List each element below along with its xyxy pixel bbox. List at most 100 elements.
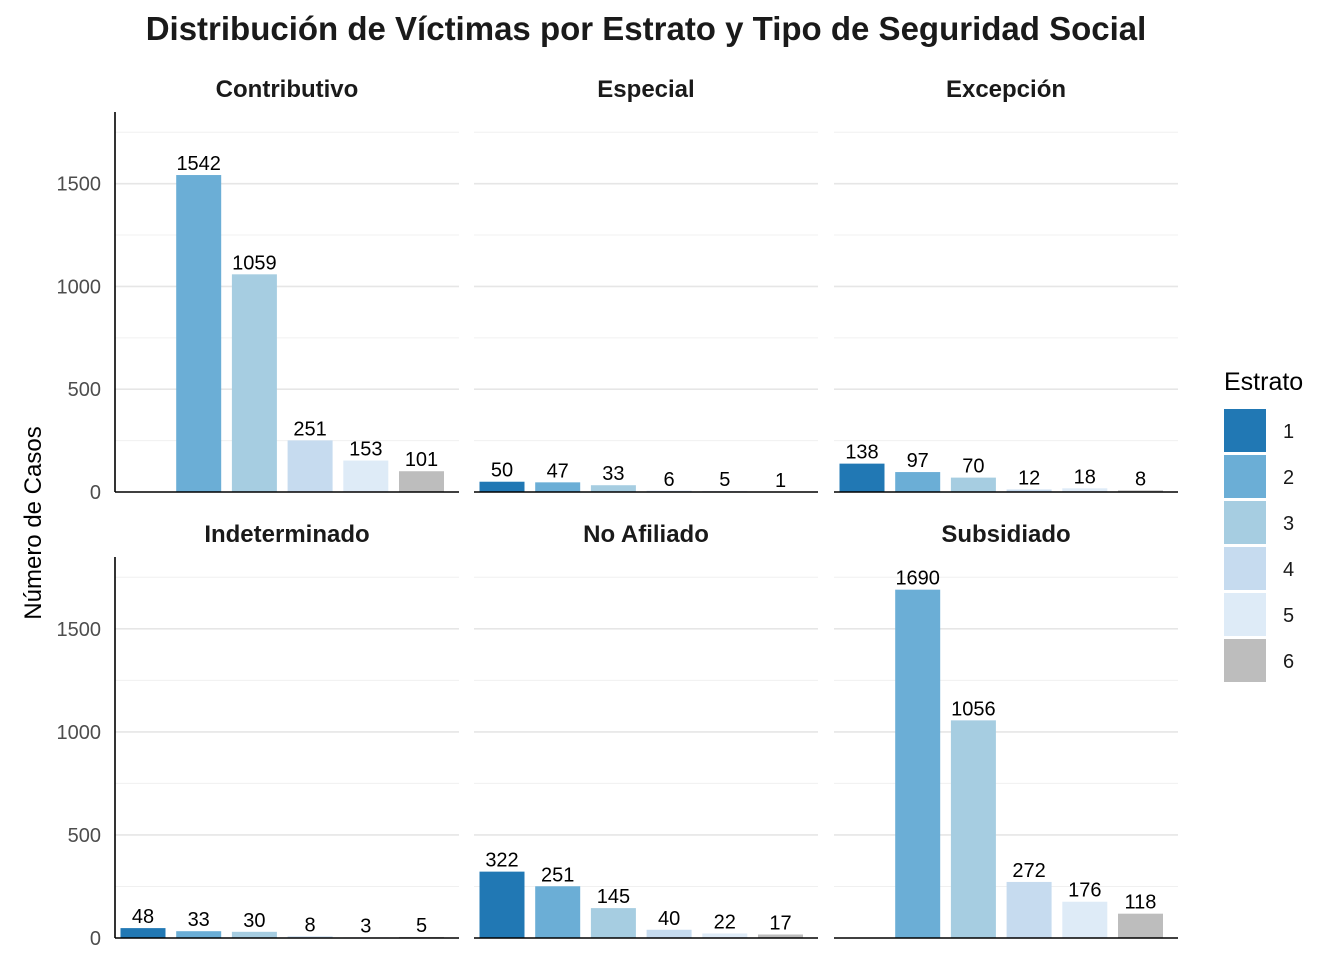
bar	[646, 929, 692, 938]
legend-swatch	[1224, 547, 1266, 590]
bar	[231, 931, 277, 938]
bar-value-label: 153	[349, 439, 382, 461]
bar	[1062, 901, 1108, 938]
facet-panel: Contributivo 0 500 1000 1500 1542 1059 251 153 10…	[57, 76, 459, 504]
bar-value-label: 50	[491, 460, 513, 482]
chart-title: Distribución de Víctimas por Estrato y T…	[146, 10, 1147, 47]
bar-value-label: 33	[602, 463, 624, 485]
bar-value-label: 1690	[895, 568, 940, 590]
bar	[590, 485, 636, 492]
bar	[839, 463, 885, 492]
y-tick-label: 500	[68, 825, 101, 847]
legend-swatch	[1224, 593, 1266, 636]
legend-label: 5	[1283, 605, 1294, 627]
legend-swatch	[1224, 639, 1266, 682]
bar	[895, 472, 941, 492]
facet-title: No Afiliado	[583, 521, 709, 548]
bar-value-label: 12	[1018, 468, 1040, 490]
bar-value-label: 48	[132, 906, 154, 928]
bar-value-label: 5	[719, 469, 730, 491]
bar-value-label: 3	[360, 915, 371, 937]
bar	[702, 933, 748, 938]
facet-title: Subsidiado	[941, 521, 1070, 548]
bar-value-label: 118	[1125, 892, 1157, 914]
bar	[231, 274, 277, 492]
y-tick-label: 500	[68, 379, 101, 401]
facet-title: Especial	[597, 76, 694, 103]
bar-value-label: 272	[1012, 860, 1045, 882]
legend-label: 1	[1283, 421, 1294, 443]
y-tick-label: 0	[90, 482, 101, 504]
bar-value-label: 101	[405, 449, 438, 471]
bar-value-label: 30	[243, 910, 265, 932]
bar-value-label: 138	[845, 442, 878, 464]
legend-label: 4	[1283, 559, 1294, 581]
bar	[950, 477, 996, 492]
bar	[120, 928, 166, 938]
bar	[1118, 913, 1163, 938]
bar	[399, 471, 444, 492]
facet-panel: Indeterminado 0 500 1000 1500 48 33 30 8 3 5	[57, 521, 459, 950]
facet-title: Indeterminado	[204, 521, 369, 548]
legend-label: 3	[1283, 513, 1294, 535]
bar-value-label: 33	[188, 909, 210, 931]
bar	[287, 936, 333, 938]
y-axis-label: Número de Casos	[20, 426, 47, 619]
bar-value-label: 251	[293, 418, 326, 440]
legend: Estrato 1 2 3 4 5 6	[1224, 368, 1303, 682]
y-tick-label: 1500	[57, 619, 102, 641]
y-tick-label: 0	[90, 928, 101, 950]
bar	[1118, 490, 1163, 492]
facet-title: Excepción	[946, 76, 1066, 103]
bar-value-label: 176	[1068, 880, 1101, 902]
bar-value-label: 251	[541, 864, 574, 886]
bar	[590, 908, 636, 938]
y-tick-label: 1500	[57, 174, 102, 196]
bar-value-label: 1059	[232, 252, 277, 274]
bar-value-label: 70	[962, 456, 984, 478]
bar-value-label: 47	[547, 460, 569, 482]
bar	[343, 460, 389, 492]
bar	[1006, 489, 1052, 492]
bar-value-label: 40	[658, 908, 680, 930]
bar-value-label: 17	[769, 912, 791, 934]
bar	[176, 175, 222, 493]
legend-title: Estrato	[1224, 368, 1303, 396]
bar-value-label: 22	[714, 911, 736, 933]
legend-label: 2	[1283, 467, 1294, 489]
bar-value-label: 18	[1074, 466, 1096, 488]
bar-value-label: 6	[664, 469, 675, 491]
legend-swatch	[1224, 455, 1266, 498]
legend-label: 6	[1283, 651, 1294, 673]
bar	[479, 481, 525, 492]
bar	[895, 589, 941, 938]
bar-value-label: 8	[1135, 468, 1146, 490]
bar	[758, 934, 803, 938]
bar-value-label: 1	[775, 470, 786, 492]
bar	[950, 720, 996, 938]
bar	[479, 871, 525, 938]
bar-value-label: 145	[597, 886, 630, 908]
bar	[176, 931, 222, 938]
bar-value-label: 97	[907, 450, 929, 472]
bar	[535, 886, 581, 938]
facet-panel: Especial 50 47 33 6 5 1	[474, 76, 818, 493]
bar-value-label: 1542	[176, 153, 221, 175]
y-tick-label: 1000	[57, 722, 102, 744]
legend-swatch	[1224, 501, 1266, 544]
bar-value-label: 8	[305, 914, 316, 936]
legend-swatch	[1224, 409, 1266, 452]
facet-panel: Excepción 138 97 70 12 18 8	[834, 76, 1178, 493]
bar-value-label: 1056	[951, 698, 996, 720]
bar-value-label: 322	[485, 850, 518, 872]
bar	[1006, 881, 1052, 938]
facet-panel: No Afiliado 322 251 145 40 22 17	[474, 521, 818, 939]
bar	[535, 482, 581, 492]
bar	[287, 440, 333, 492]
facet-title: Contributivo	[216, 76, 359, 103]
bar	[1062, 488, 1108, 492]
y-tick-label: 1000	[57, 276, 102, 298]
